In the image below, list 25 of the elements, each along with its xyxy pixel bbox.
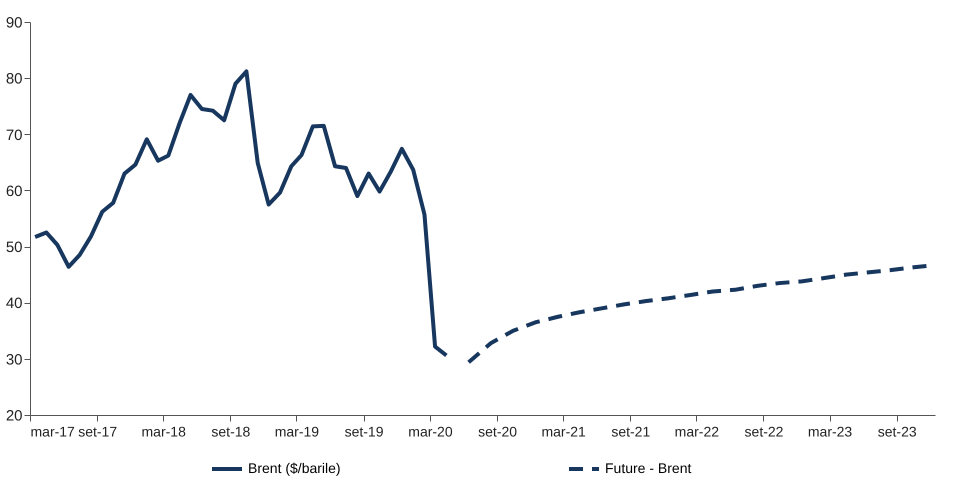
x-tick-label: mar-22	[674, 424, 720, 440]
y-tick-label: 30	[6, 351, 22, 368]
y-tick-label: 60	[6, 182, 22, 200]
x-tick-label: set-19	[344, 424, 384, 440]
line-series	[33, 69, 448, 358]
y-tick-label: 40	[6, 295, 22, 312]
x-tick-label: mar-19	[274, 424, 320, 440]
x-tick-label: set-18	[211, 424, 251, 440]
legend-label: Future - Brent	[605, 460, 692, 476]
x-tick-label: mar-23	[808, 424, 852, 440]
y-tick-label: 50	[6, 239, 22, 256]
y-tick-label: 90	[6, 14, 22, 32]
legend-label: Brent ($/barile)	[248, 460, 341, 476]
x-tick-label: mar-20	[408, 424, 453, 440]
y-tick-label: 70	[6, 126, 22, 144]
x-tick-label: mar-18	[142, 424, 186, 440]
x-tick-label: set-23	[878, 424, 917, 440]
x-tick-label: mar-21	[541, 424, 586, 440]
x-tick-label: set-22	[744, 424, 784, 440]
y-tick-label: 80	[6, 70, 22, 88]
x-tick-label: set-20	[478, 424, 518, 440]
x-tick-label: set-17	[78, 424, 118, 440]
y-tick-label: 20	[6, 408, 22, 424]
x-tick-label: set-21	[611, 424, 650, 440]
x-tick-label: mar-17	[30, 424, 76, 440]
